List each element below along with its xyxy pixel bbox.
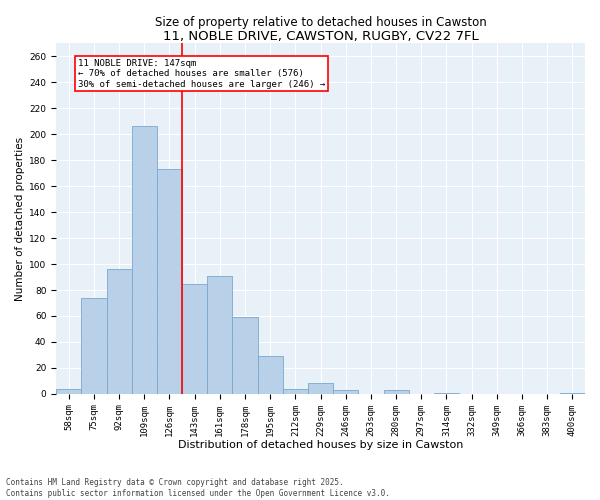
Bar bbox=[107, 270, 131, 394]
Bar bbox=[207, 276, 232, 394]
Text: Size of property relative to detached houses in Cawston: Size of property relative to detached ho… bbox=[155, 16, 487, 30]
Bar bbox=[560, 392, 585, 394]
Bar bbox=[333, 390, 358, 394]
Bar bbox=[131, 126, 157, 394]
Bar bbox=[232, 318, 257, 394]
Bar bbox=[434, 392, 459, 394]
Bar bbox=[182, 284, 207, 394]
Bar bbox=[308, 384, 333, 394]
Bar bbox=[157, 170, 182, 394]
Bar bbox=[383, 390, 409, 394]
Bar bbox=[56, 388, 82, 394]
X-axis label: Distribution of detached houses by size in Cawston: Distribution of detached houses by size … bbox=[178, 440, 463, 450]
Bar bbox=[82, 298, 107, 394]
Text: 11 NOBLE DRIVE: 147sqm
← 70% of detached houses are smaller (576)
30% of semi-de: 11 NOBLE DRIVE: 147sqm ← 70% of detached… bbox=[77, 59, 325, 89]
Bar bbox=[283, 388, 308, 394]
Title: 11, NOBLE DRIVE, CAWSTON, RUGBY, CV22 7FL: 11, NOBLE DRIVE, CAWSTON, RUGBY, CV22 7F… bbox=[163, 30, 478, 44]
Bar bbox=[257, 356, 283, 394]
Y-axis label: Number of detached properties: Number of detached properties bbox=[15, 136, 25, 300]
Text: Contains HM Land Registry data © Crown copyright and database right 2025.
Contai: Contains HM Land Registry data © Crown c… bbox=[6, 478, 390, 498]
